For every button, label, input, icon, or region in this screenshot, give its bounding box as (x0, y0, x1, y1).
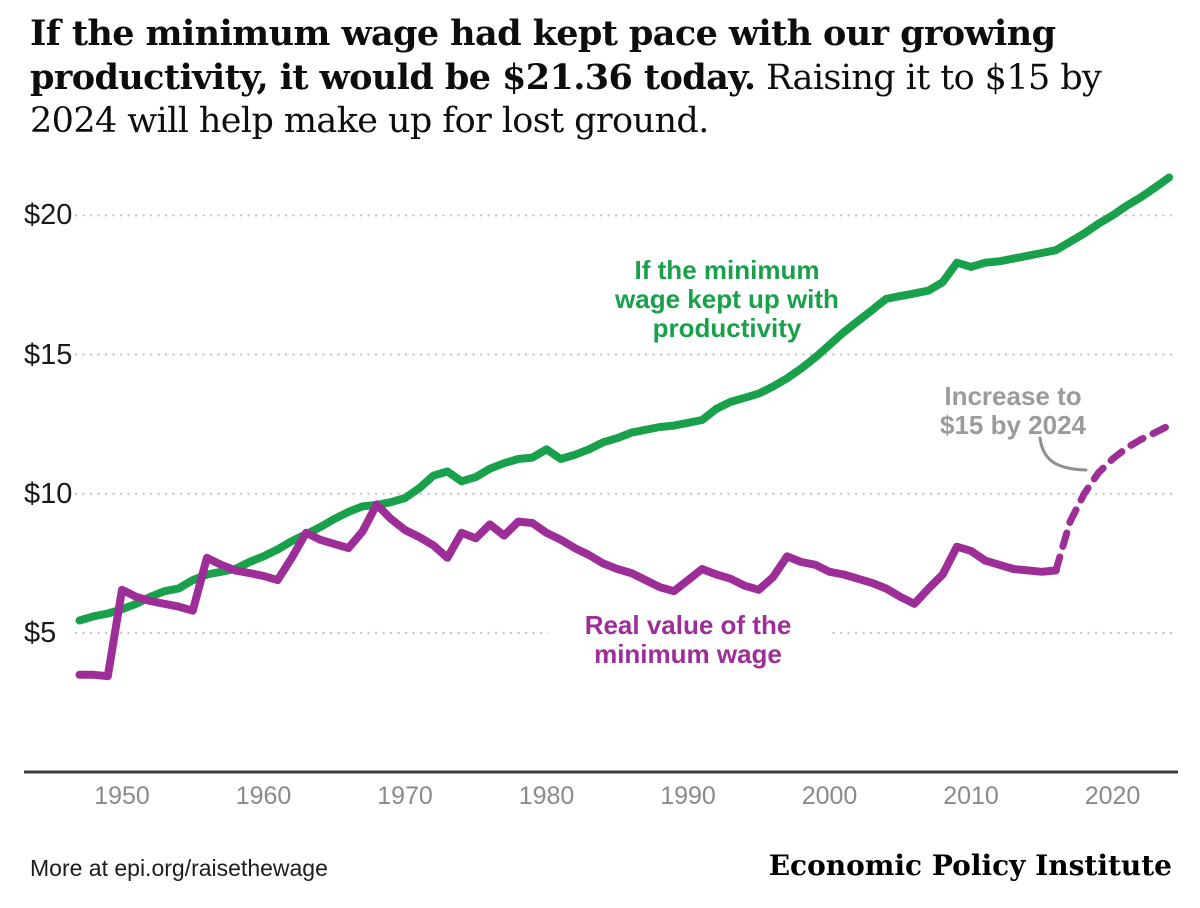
page-title: If the minimum wage had kept pace with o… (30, 12, 1150, 143)
minwage-label-line1: Real value of the (584, 610, 792, 640)
x-axis-label: 1990 (660, 782, 716, 810)
x-axis-label: 2000 (801, 782, 858, 810)
x-axis-label: 2010 (943, 782, 999, 810)
proposed-increase-line (1052, 422, 1173, 574)
footer-url-text: More at epi.org/raisethewage (30, 855, 328, 881)
footer-org-name: Economic Policy Institute (768, 849, 1172, 882)
productivity-series-label: If the minimum wage kept up with product… (567, 256, 887, 343)
y-axis-label: $15 (24, 338, 73, 371)
increase-annotation-label: Increase to $15 by 2024 (873, 382, 1153, 440)
minimum-wage-series-label: Real value of the minimum wage (548, 611, 828, 669)
x-axis-label: 2020 (1084, 782, 1141, 810)
minimum-wage-line (75, 500, 1060, 681)
x-axis-label: 1970 (377, 782, 433, 810)
productivity-label-line2: wage kept up with (615, 284, 839, 314)
y-axis-label: $5 (24, 617, 57, 649)
y-axis-label: $20 (24, 199, 73, 232)
x-axis-label: 1950 (94, 782, 150, 810)
y-axis-label: $10 (24, 477, 73, 510)
productivity-label-line1: If the minimum (634, 255, 820, 285)
minwage-label-line2: minimum wage (594, 639, 782, 669)
title-bold-line2: productivity, it would be $21.36 today. (30, 57, 756, 98)
title-bold-line1: If the minimum wage had kept pace with o… (30, 13, 1056, 54)
callout-curve (1038, 436, 1088, 472)
title-regular-line3: 2024 will help make up for lost ground. (30, 101, 709, 141)
productivity-label-line3: productivity (652, 313, 802, 343)
increase-label-line1: Increase to (944, 381, 1082, 411)
title-regular-line2: Raising it to $15 by (755, 58, 1102, 98)
x-axis-label: 1980 (518, 782, 575, 810)
x-axis-label: 1960 (235, 782, 292, 810)
increase-label-line2: $15 by 2024 (939, 410, 1086, 440)
productivity-line (75, 173, 1174, 625)
